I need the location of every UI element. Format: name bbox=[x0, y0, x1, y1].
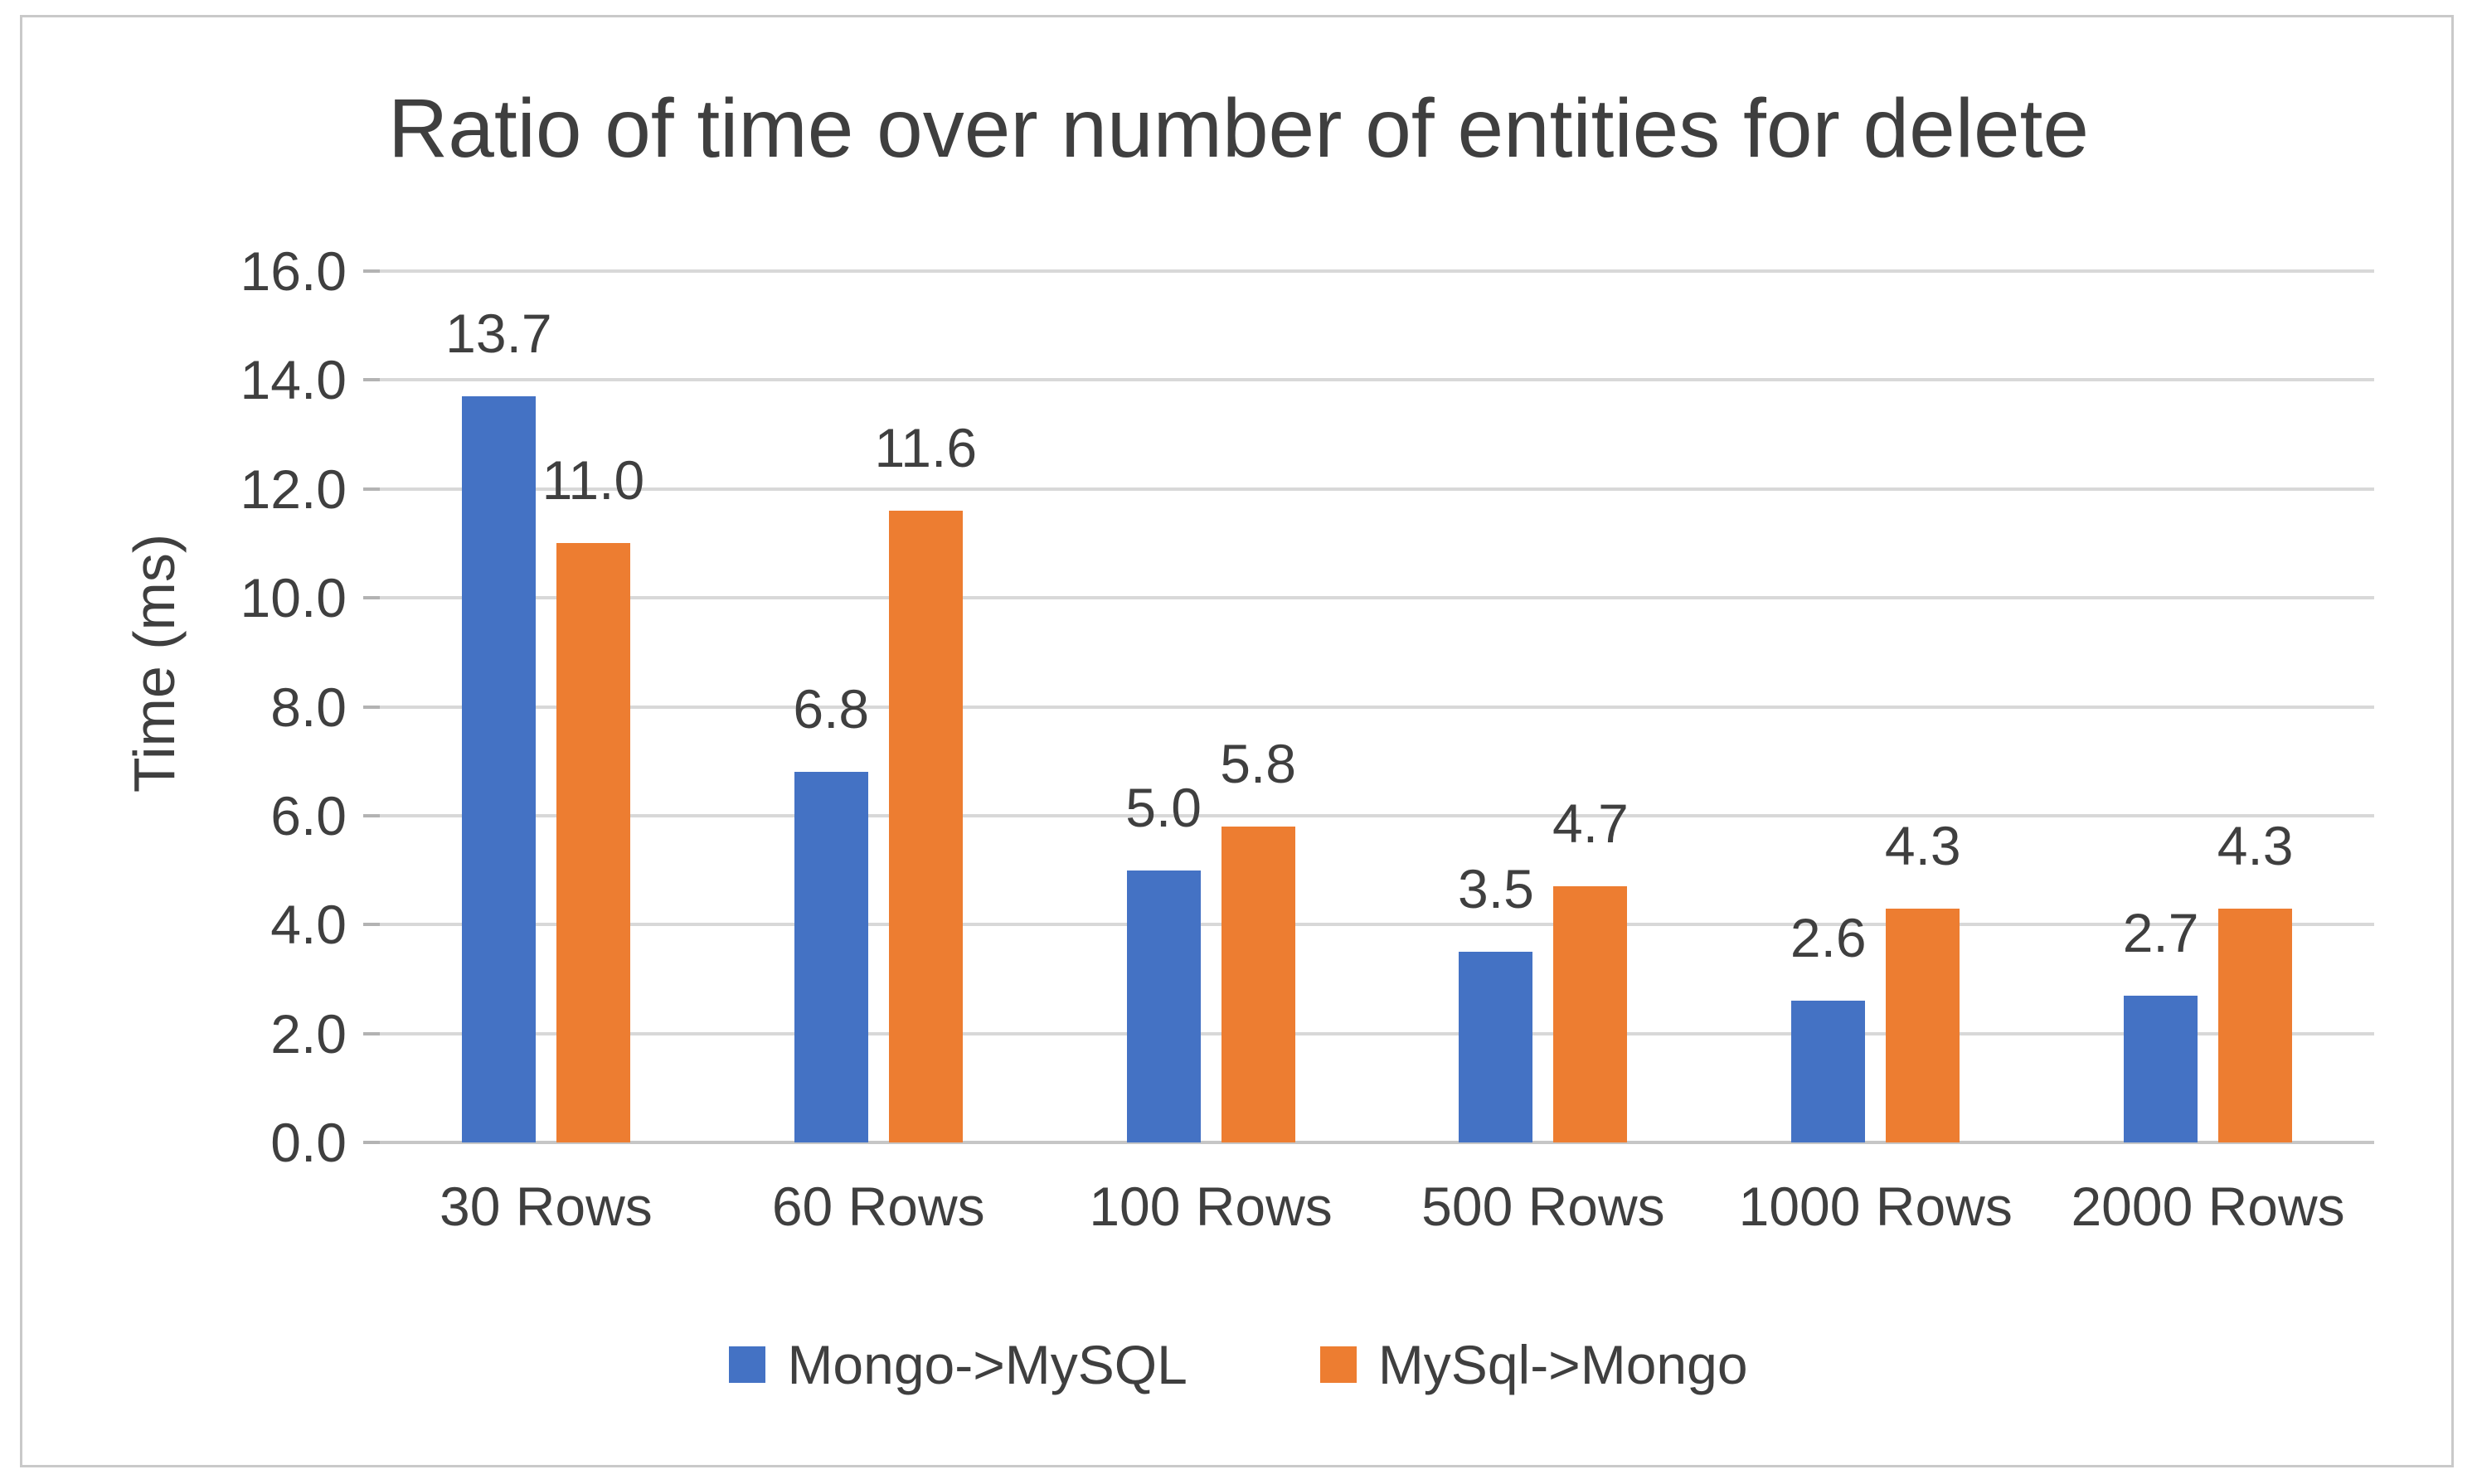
legend: Mongo->MySQL MySql->Mongo bbox=[0, 1333, 2477, 1396]
chart-border bbox=[20, 15, 2454, 1467]
data-label: 3.5 bbox=[1458, 858, 1534, 920]
gridline bbox=[380, 596, 2374, 600]
bar-mongo-mysql-500-rows bbox=[1459, 952, 1533, 1142]
gridline bbox=[380, 1031, 2374, 1035]
bar-mongo-mysql-100-rows bbox=[1126, 870, 1201, 1142]
y-tick-label: 8.0 bbox=[270, 676, 347, 738]
bar-mysql-mongo-60-rows bbox=[888, 511, 963, 1142]
bar-mongo-mysql-2000-rows bbox=[2124, 995, 2198, 1142]
legend-item: Mongo->MySQL bbox=[729, 1333, 1188, 1396]
x-tick-label: 60 Rows bbox=[771, 1176, 985, 1237]
gridline bbox=[380, 705, 2374, 709]
bar-mysql-mongo-1000-rows bbox=[1886, 908, 1960, 1142]
data-label: 11.6 bbox=[874, 417, 978, 479]
y-tick-label: 10.0 bbox=[240, 567, 347, 629]
y-tick-mark bbox=[363, 1031, 380, 1035]
data-label: 2.6 bbox=[1790, 907, 1867, 969]
x-tick-label: 1000 Rows bbox=[1738, 1176, 2013, 1237]
y-tick-mark bbox=[363, 596, 380, 600]
gridline bbox=[380, 923, 2374, 927]
y-tick-mark bbox=[363, 378, 380, 382]
y-tick-label: 4.0 bbox=[270, 894, 347, 956]
y-tick-label: 14.0 bbox=[240, 349, 347, 411]
bar-mongo-mysql-1000-rows bbox=[1791, 1001, 1866, 1142]
x-tick-label: 500 Rows bbox=[1421, 1176, 1665, 1237]
data-label: 4.3 bbox=[2217, 814, 2294, 876]
bar-mongo-mysql-30-rows bbox=[461, 396, 536, 1142]
y-tick-mark bbox=[363, 923, 380, 927]
y-tick-label: 12.0 bbox=[240, 458, 347, 520]
x-tick-label: 100 Rows bbox=[1089, 1176, 1333, 1237]
y-tick-label: 0.0 bbox=[270, 1112, 347, 1173]
x-axis-line bbox=[380, 1141, 2374, 1144]
data-label: 2.7 bbox=[2122, 901, 2199, 963]
y-tick-mark bbox=[363, 1141, 380, 1144]
legend-marker-mongo-mysql bbox=[729, 1346, 766, 1383]
x-tick-label: 30 Rows bbox=[440, 1176, 653, 1237]
legend-label: MySql->Mongo bbox=[1377, 1334, 1748, 1395]
bar-mysql-mongo-500-rows bbox=[1553, 886, 1628, 1142]
bar-mysql-mongo-100-rows bbox=[1221, 827, 1295, 1142]
data-label: 5.8 bbox=[1220, 733, 1296, 795]
y-tick-mark bbox=[363, 705, 380, 709]
data-label: 11.0 bbox=[542, 449, 645, 512]
y-tick-label: 6.0 bbox=[270, 784, 347, 846]
data-label: 13.7 bbox=[445, 303, 552, 365]
y-tick-mark bbox=[363, 487, 380, 491]
legend-marker-mysql-mongo bbox=[1319, 1346, 1357, 1383]
y-tick-label: 16.0 bbox=[240, 240, 347, 302]
legend-item: MySql->Mongo bbox=[1319, 1333, 1748, 1396]
bar-mongo-mysql-60-rows bbox=[794, 772, 868, 1142]
gridline bbox=[380, 813, 2374, 817]
gridline bbox=[380, 378, 2374, 382]
y-tick-mark bbox=[363, 813, 380, 817]
gridline bbox=[380, 269, 2374, 273]
y-tick-label: 2.0 bbox=[270, 1002, 347, 1065]
data-label: 4.3 bbox=[1884, 814, 1961, 876]
legend-label: Mongo->MySQL bbox=[787, 1334, 1188, 1395]
data-label: 6.8 bbox=[793, 678, 870, 740]
plot-area: 0.0 2.0 4.0 6.0 8.0 10.0 12.0 14.0 16.0 13.7 11.0 3… bbox=[240, 240, 2374, 1237]
y-tick-mark bbox=[363, 269, 380, 273]
bar-mysql-mongo-30-rows bbox=[556, 543, 630, 1142]
bar-mysql-mongo-2000-rows bbox=[2218, 908, 2293, 1142]
data-label: 4.7 bbox=[1552, 793, 1629, 855]
gridline bbox=[380, 487, 2374, 491]
x-tick-label: 2000 Rows bbox=[2071, 1176, 2345, 1237]
chart-title: Ratio of time over number of entities fo… bbox=[387, 82, 2090, 175]
data-label: 5.0 bbox=[1125, 776, 1202, 838]
